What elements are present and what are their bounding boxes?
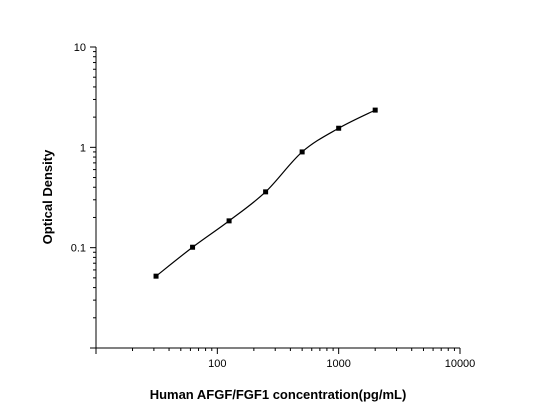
data-point: [190, 244, 196, 250]
data-point: [226, 218, 232, 224]
x-axis-title: Human AFGF/FGF1 concentration(pg/mL): [150, 387, 407, 402]
x-tick-label: 1000: [326, 358, 350, 370]
data-point: [299, 149, 305, 155]
data-points: [153, 107, 378, 279]
data-point: [372, 107, 378, 113]
y-tick-label: 10: [74, 42, 86, 54]
axes: [95, 47, 460, 349]
data-point: [153, 273, 159, 279]
x-tick-label: 10000: [445, 358, 476, 370]
data-point: [263, 189, 269, 195]
y-axis-title: Optical Density: [40, 149, 55, 244]
tick-labels: 100 1000 10000 0.1 1 10: [71, 42, 476, 370]
x-tick-label: 100: [208, 358, 226, 370]
y-tick-label: 0.1: [71, 243, 86, 255]
data-point: [336, 125, 342, 131]
y-tick-label: 1: [80, 142, 86, 154]
tick-marks: [90, 46, 461, 354]
